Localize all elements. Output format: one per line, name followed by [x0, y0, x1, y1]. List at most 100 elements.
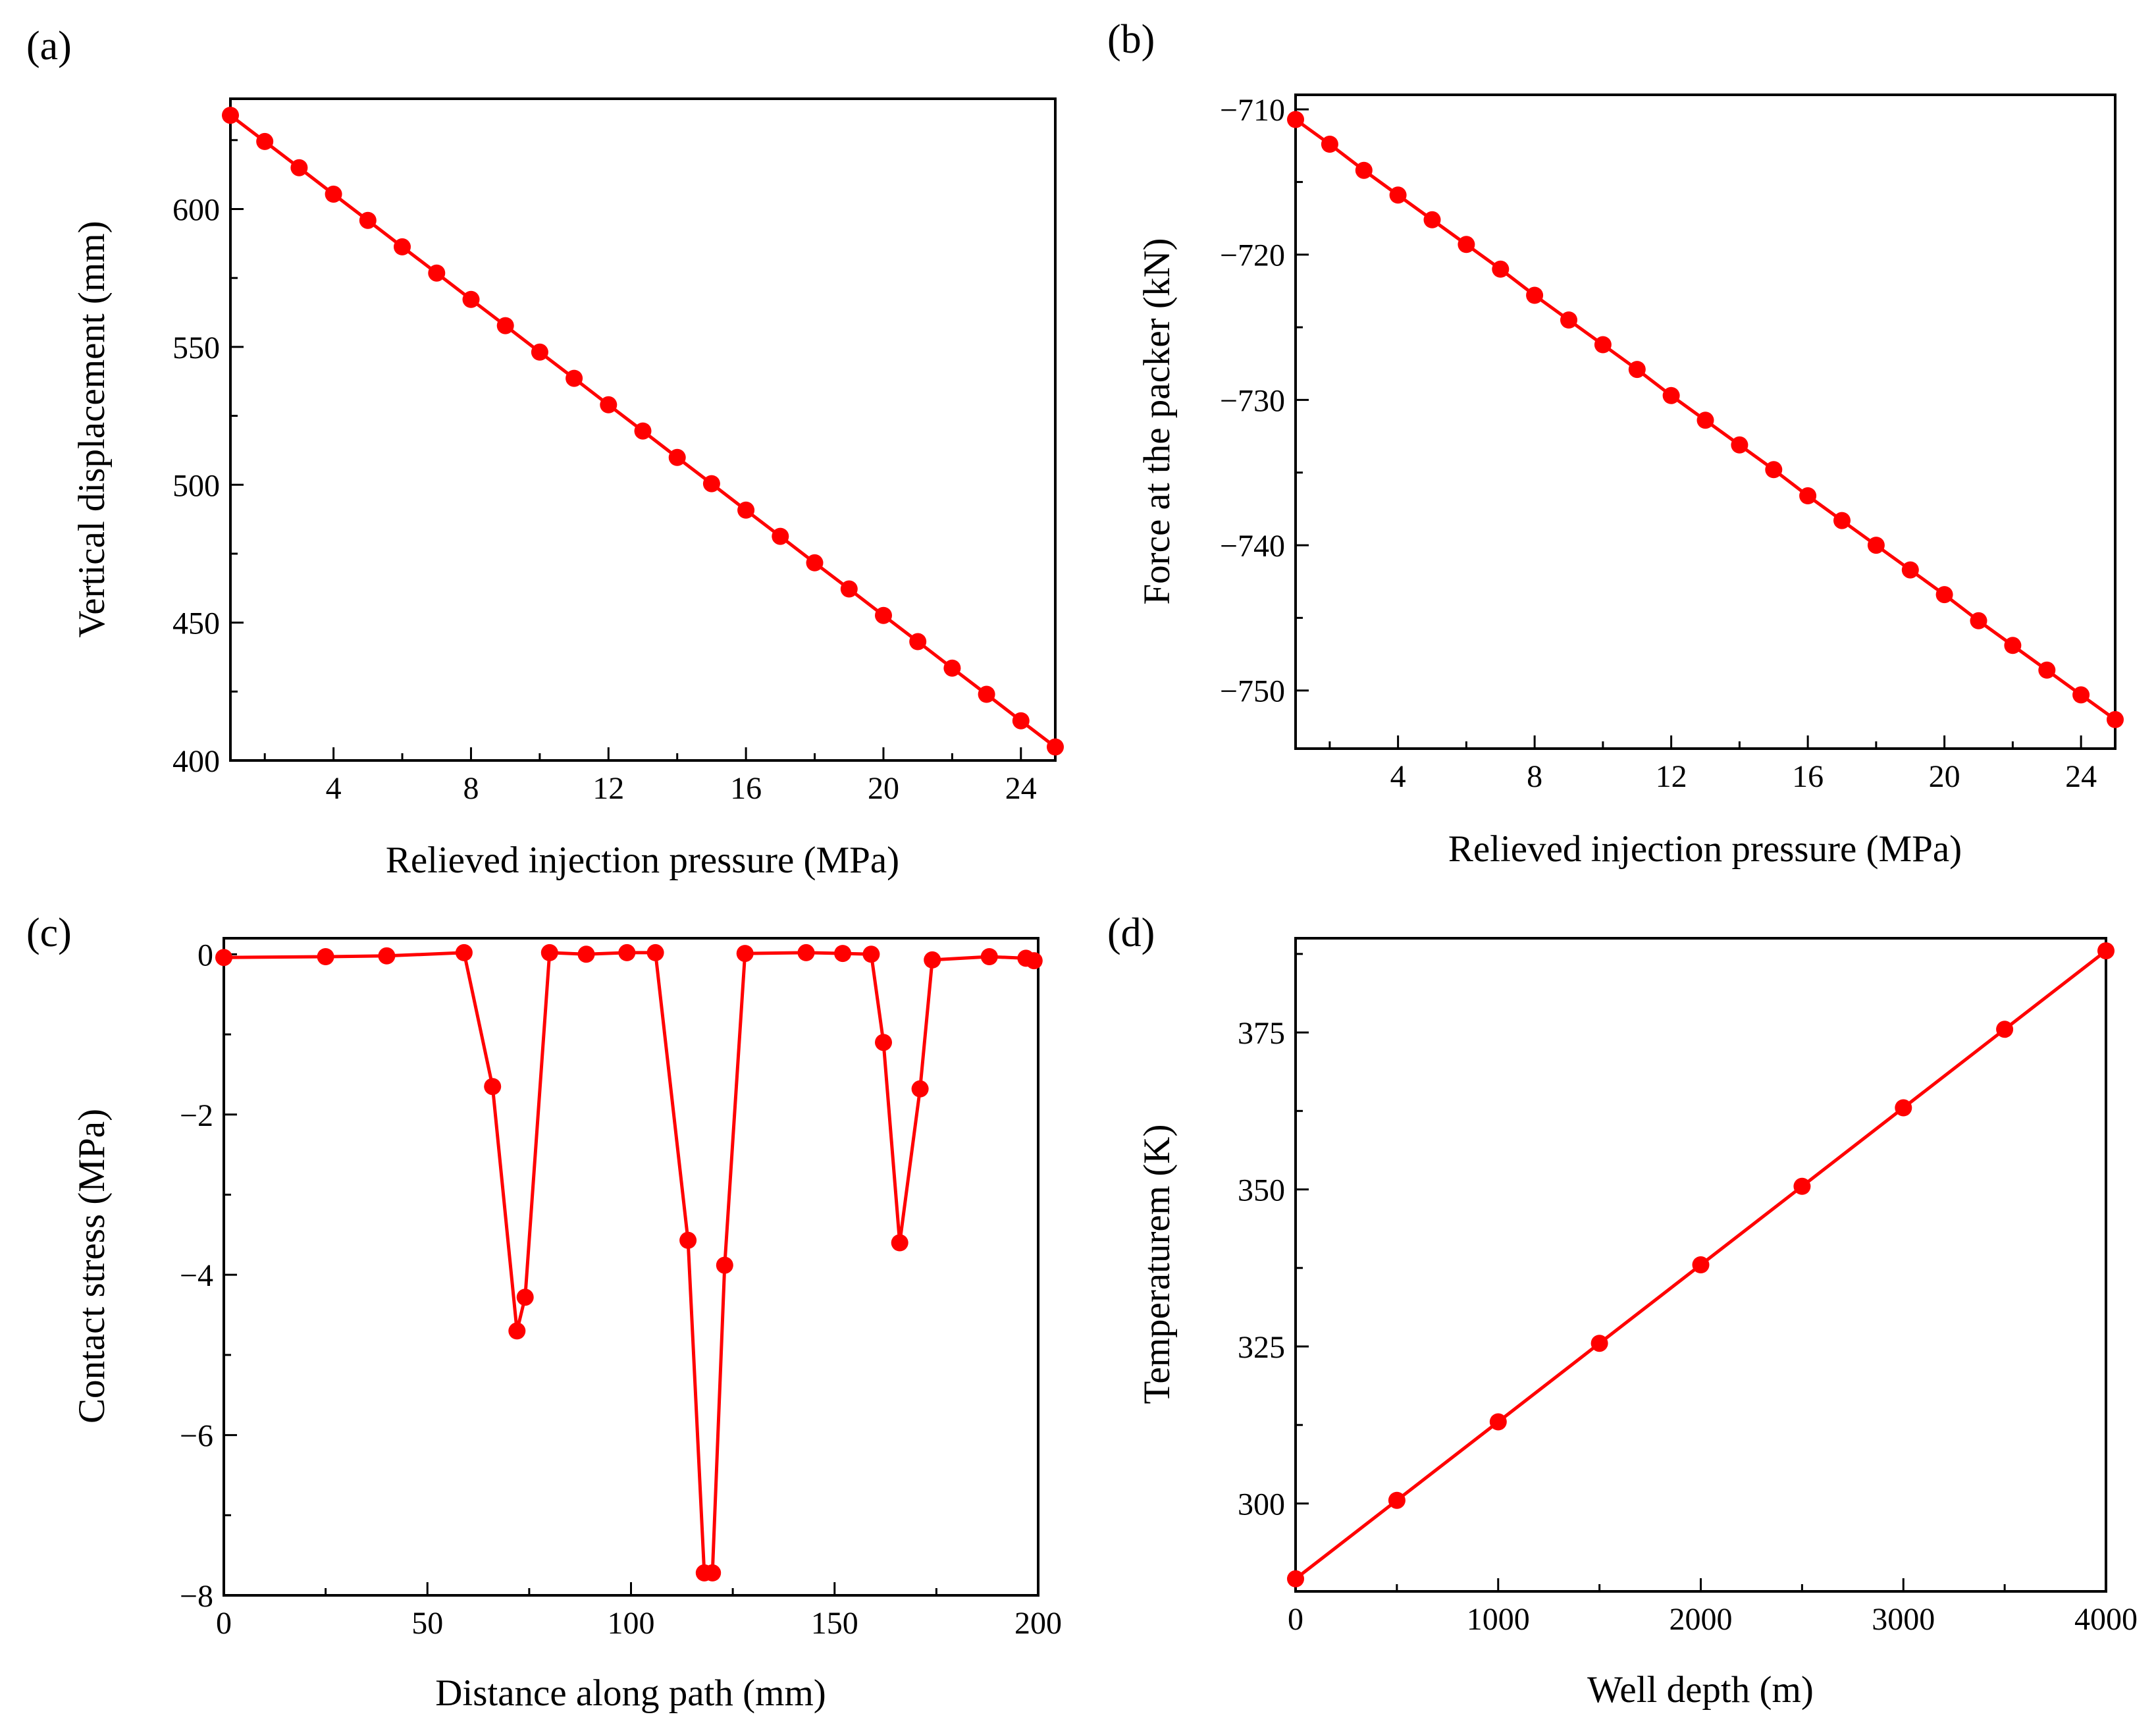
panel-a-series-0-point-11 — [600, 396, 618, 413]
panel-b-series-0-point-1 — [1321, 136, 1338, 153]
panel-a-y-tick-label-600: 600 — [172, 193, 220, 228]
panel-d-series-0-point-4 — [1692, 1256, 1710, 1273]
panel-c-y-axis-title: Contact stress (MPa) — [71, 1109, 113, 1423]
panel-b-series-0-point-19 — [1935, 586, 1953, 604]
panel-c-series-0-point-17 — [834, 945, 852, 963]
panel-a-xtick-labels: 4 8 12 16 20 24 — [326, 771, 1037, 806]
panel-b-series-0-point-5 — [1458, 236, 1475, 253]
panel-b-series-0-point-24 — [2107, 710, 2124, 728]
panel-a-series-0-point-2 — [290, 159, 308, 176]
panel-b-x-tick-label-4: 4 — [1390, 759, 1406, 794]
panel-a-series — [222, 107, 1064, 756]
panel-b-series-0-point-7 — [1526, 286, 1544, 304]
panel-b-series-0-point-22 — [2038, 661, 2056, 679]
panel-a-series-0-point-15 — [737, 501, 755, 519]
panel-b-series-0-point-21 — [2004, 637, 2022, 654]
panel-b-series-0-point-2 — [1355, 161, 1373, 179]
panel-a-x-tick-label-24: 24 — [1005, 771, 1037, 806]
panel-a-label: (a) — [26, 24, 72, 68]
panel-c-y-tick-label-0: 0 — [197, 938, 213, 972]
panel-d-series-0-point-0 — [1287, 1570, 1304, 1587]
panel-c-series-0-point-22 — [924, 951, 941, 969]
panel-d-series-0-point-7 — [1996, 1021, 2014, 1038]
panel-a-series-0-point-16 — [772, 527, 789, 545]
panel-b-xtick-labels: 4 8 12 16 20 24 — [1390, 759, 2097, 794]
panel-a-series-0-point-4 — [359, 211, 377, 229]
panel-a-series-0-point-21 — [943, 659, 961, 677]
panel-d-series-0-point-8 — [2097, 942, 2115, 960]
panel-a-series-0-point-8 — [496, 317, 514, 334]
panel-c-x-tick-label-100: 100 — [608, 1606, 655, 1641]
panel-b-series-0-point-12 — [1696, 412, 1714, 429]
panel-d-x-tick-label-4000: 4000 — [2074, 1602, 2138, 1637]
panel-d-x-tick-label-2000: 2000 — [1670, 1602, 1733, 1637]
panel-c-series-0-point-1 — [317, 948, 334, 965]
panel-a-series-0-point-7 — [462, 290, 480, 308]
panel-b-y-tick-label-m730: −730 — [1220, 383, 1285, 418]
panel-c-series-0-point-21 — [911, 1080, 929, 1098]
panel-d-x-tick-label-3000: 3000 — [1872, 1602, 1935, 1637]
panel-d-ticks — [1294, 953, 2107, 1591]
panel-c: (c) 0 50 100 150 200 −8 −6 −4 −2 0 Distance alon… — [26, 911, 1062, 1714]
panel-c-label: (c) — [26, 911, 72, 955]
panel-a-x-tick-label-8: 8 — [463, 771, 479, 806]
panel-d-y-tick-label-375: 375 — [1238, 1016, 1285, 1051]
panel-b-x-tick-label-12: 12 — [1656, 759, 1687, 794]
panel-c-series-0-point-3 — [455, 944, 473, 961]
panel-b-series-0-point-9 — [1594, 336, 1612, 354]
panel-b-series-0-point-14 — [1765, 461, 1783, 479]
panel-b-series-0-point-17 — [1867, 537, 1885, 554]
panel-b-y-tick-label-m740: −740 — [1220, 529, 1285, 564]
panel-b-ytick-labels: −750 −740 −730 −720 −710 — [1220, 93, 1285, 709]
panel-a-series-0-point-1 — [256, 132, 274, 150]
panel-a-y-tick-label-500: 500 — [172, 468, 220, 503]
panel-d-xtick-labels: 0 1000 2000 3000 4000 — [1288, 1602, 2138, 1637]
panel-d-y-tick-label-325: 325 — [1238, 1330, 1285, 1365]
panel-b-x-tick-label-8: 8 — [1527, 759, 1542, 794]
panel-c-series-0-point-13 — [704, 1564, 722, 1582]
panel-a-x-tick-label-12: 12 — [592, 771, 624, 806]
panel-d-ytick-labels: 300 325 350 375 — [1238, 1016, 1285, 1522]
panel-b-label: (b) — [1107, 17, 1155, 62]
panel-d-series-0-point-5 — [1793, 1177, 1811, 1195]
panel-b-series-0-point-8 — [1560, 311, 1577, 329]
panel-c-series-0-point-2 — [378, 947, 396, 965]
panel-d-series-0-point-1 — [1388, 1491, 1406, 1509]
panel-a-series-0-point-10 — [565, 369, 583, 387]
panel-a-plot-frame — [229, 97, 1057, 762]
panel-c-y-tick-label-m2: −2 — [180, 1098, 213, 1133]
panel-c-series-0-point-25 — [1025, 952, 1043, 970]
panel-a-y-tick-label-400: 400 — [172, 744, 220, 779]
panel-a-series-0-point-13 — [668, 448, 686, 466]
panel-c-series-0-point-14 — [716, 1256, 733, 1274]
panel-c-x-tick-label-150: 150 — [811, 1606, 858, 1641]
panel-b-series-0-point-10 — [1628, 361, 1646, 379]
panel-c-series-0-point-8 — [577, 945, 595, 963]
panel-a-series-0-point-24 — [1047, 738, 1064, 756]
panel-b-ticks — [1296, 108, 2082, 749]
panel-b-series-0-point-4 — [1423, 211, 1441, 228]
panel-c-y-tick-label-m6: −6 — [180, 1419, 213, 1454]
panel-d: (d) 0 1000 2000 3000 4000 300 325 350 375 Well … — [1107, 911, 2138, 1711]
panel-c-y-tick-label-m8: −8 — [180, 1579, 213, 1614]
panel-b-series-0-point-15 — [1799, 487, 1817, 504]
panel-a-series-0-point-19 — [875, 606, 892, 624]
panel-a-series-0-point-17 — [806, 554, 824, 572]
panel-c-series-0-point-0 — [215, 949, 232, 967]
panel-d-x-tick-label-0: 0 — [1288, 1602, 1303, 1637]
panel-b-x-axis-title: Relieved injection pressure (MPa) — [1448, 828, 1962, 870]
panel-b-y-tick-label-m750: −750 — [1220, 674, 1285, 709]
panel-c-x-tick-label-0: 0 — [216, 1606, 232, 1641]
panel-a: (a) 4 8 12 16 20 24 400 450 500 550 600 Relieved … — [26, 24, 1064, 881]
panel-d-y-tick-label-300: 300 — [1238, 1487, 1285, 1522]
panel-b-x-tick-label-16: 16 — [1792, 759, 1824, 794]
panel-a-series-0-point-18 — [840, 580, 858, 598]
panel-d-series — [1287, 942, 2115, 1587]
panel-c-x-tick-label-200: 200 — [1014, 1606, 1062, 1641]
panel-d-series-0-point-6 — [1895, 1099, 1912, 1117]
panel-c-series-0-point-4 — [484, 1078, 502, 1096]
panel-a-series-0-point-5 — [394, 238, 411, 255]
panel-a-series-0-point-14 — [702, 475, 720, 492]
panel-a-series-0-point-0 — [222, 107, 239, 124]
